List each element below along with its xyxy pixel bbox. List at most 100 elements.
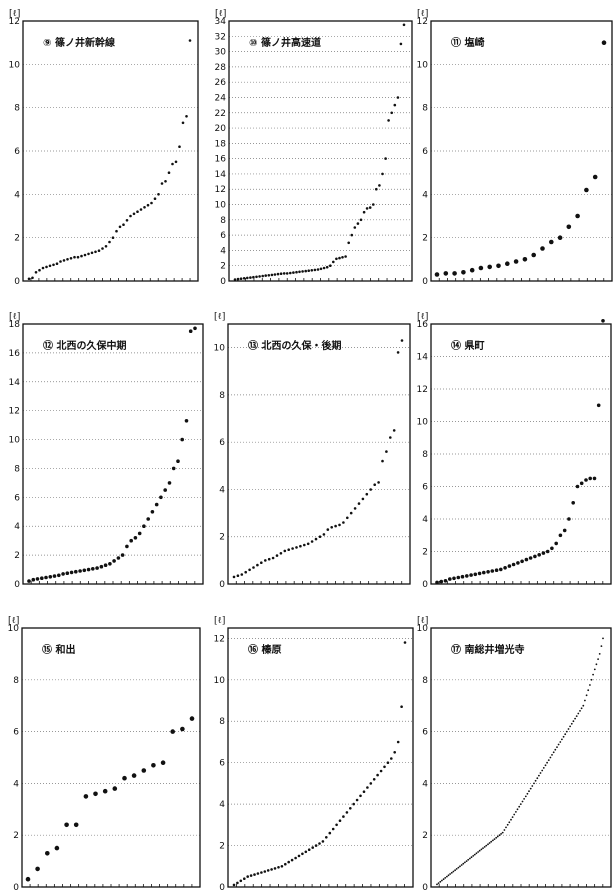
y-tick-label: 2 [422, 831, 428, 841]
data-point [160, 182, 164, 185]
y-tick-label: 12 [417, 17, 428, 27]
data-point [349, 807, 352, 810]
y-tick-label: 0 [14, 580, 20, 590]
data-point [295, 270, 298, 274]
data-point [52, 574, 57, 578]
data-point [325, 836, 328, 839]
data-point [335, 257, 338, 261]
data-point [256, 872, 260, 875]
data-point [546, 761, 548, 764]
data-point [506, 823, 509, 826]
data-point [184, 419, 189, 423]
data-point [577, 712, 580, 715]
data-point [515, 811, 517, 813]
data-point [452, 576, 456, 581]
y-tick-label: 24 [215, 93, 227, 103]
data-point [436, 883, 438, 886]
data-point [94, 250, 97, 254]
data-point [318, 842, 321, 845]
data-point [346, 516, 349, 520]
data-point [111, 236, 115, 239]
data-point [80, 254, 83, 258]
data-point [480, 848, 483, 851]
y-tick-label: 4 [422, 190, 428, 200]
data-point [565, 730, 568, 733]
data-point [477, 571, 482, 576]
data-point [369, 488, 373, 491]
data-point [365, 492, 369, 496]
data-point [319, 267, 323, 271]
data-point [510, 818, 512, 821]
y-tick-label: 28 [215, 63, 227, 73]
data-point [461, 270, 466, 275]
data-point [90, 251, 94, 255]
data-point [545, 549, 550, 554]
data-point [503, 566, 507, 570]
data-point [519, 803, 522, 805]
data-point [393, 103, 397, 107]
chart-panel-8: 0 2 4 6 8 10 12 [ℓ] ⑯ 榛原 [214, 616, 414, 893]
data-point [87, 252, 90, 256]
data-point [275, 554, 279, 557]
chart-panel-1: 0 2 4 6 8 10 12[ℓ] ⑨ 篠ノ井新幹線 [9, 9, 199, 287]
panel-title: ⑯ 榛原 [248, 643, 281, 656]
chart-panel-4: 0 2 4 6 8 10 12 14 16 18[ℓ] ⑫ 北西の久保中期 [9, 312, 204, 590]
data-point [499, 567, 503, 572]
data-point [243, 877, 246, 880]
data-point [496, 263, 501, 269]
y-unit-label: [ℓ] [8, 616, 19, 626]
data-point [154, 502, 159, 507]
y-tick-label: 8 [422, 450, 428, 460]
data-point [270, 273, 274, 277]
data-point [562, 735, 565, 738]
y-tick-label: 16 [417, 320, 429, 330]
data-point [253, 873, 256, 876]
data-point [361, 497, 365, 501]
y-tick-label: 8 [13, 676, 19, 686]
data-point [442, 878, 445, 881]
y-tick-label: 22 [215, 109, 226, 119]
y-tick-label: 0 [422, 277, 428, 287]
data-point [260, 561, 263, 564]
data-point [396, 351, 400, 354]
data-point [467, 858, 470, 861]
data-point [171, 466, 176, 471]
panel-title: ⑰ 南総井増光寺 [451, 643, 524, 656]
data-point [239, 277, 243, 281]
data-point [452, 870, 455, 873]
data-point [306, 542, 310, 546]
data-point [584, 478, 588, 482]
data-point [459, 865, 461, 868]
data-point [69, 257, 73, 260]
data-point [103, 563, 108, 567]
data-point [595, 663, 598, 666]
data-point [472, 855, 475, 857]
data-point [379, 769, 383, 773]
data-point [189, 716, 195, 721]
data-point [482, 570, 486, 575]
data-point [570, 722, 573, 725]
panel-title: ⑫ 北西の久保中期 [43, 339, 126, 352]
data-point [95, 566, 99, 570]
y-tick-label: 10 [417, 418, 429, 428]
data-point [572, 720, 575, 723]
data-point [359, 218, 363, 222]
data-point [44, 575, 48, 580]
data-point [61, 572, 65, 576]
data-point [588, 476, 592, 481]
data-point [150, 201, 153, 205]
data-point [356, 222, 360, 225]
y-tick-label: 6 [14, 493, 20, 503]
data-point [263, 870, 267, 873]
y-tick-label: 4 [422, 515, 428, 525]
y-tick-label: 10 [9, 60, 21, 70]
data-point [554, 748, 557, 751]
data-point [264, 274, 268, 277]
y-tick-label: 0 [219, 883, 225, 893]
data-point [549, 239, 554, 245]
data-point [487, 264, 493, 270]
data-point [48, 575, 53, 579]
y-tick-label: 0 [14, 277, 20, 287]
data-point [294, 856, 297, 860]
data-point [120, 553, 125, 557]
